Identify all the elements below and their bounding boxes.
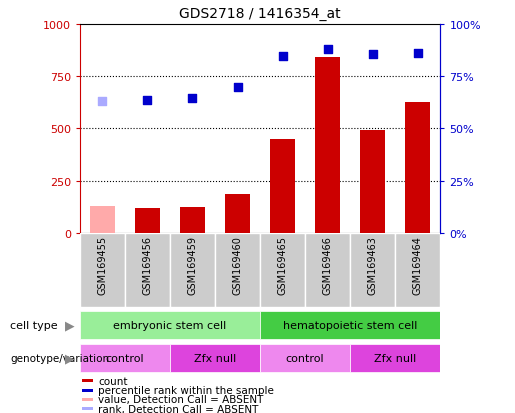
Bar [90, 206, 115, 233]
Bar [350, 344, 440, 372]
Bar [82, 389, 93, 392]
Bar [82, 379, 93, 382]
Bar [170, 344, 260, 372]
Bar [405, 103, 430, 233]
Text: control: control [106, 353, 144, 363]
Point [323, 47, 332, 53]
Bar [396, 233, 440, 308]
Point [188, 95, 197, 102]
Text: GSM169463: GSM169463 [368, 235, 377, 294]
Bar [80, 311, 260, 339]
Text: GSM169456: GSM169456 [143, 235, 152, 294]
Bar [260, 233, 305, 308]
Point [233, 84, 242, 91]
Bar [170, 233, 215, 308]
Text: GSM169464: GSM169464 [413, 235, 423, 294]
Bar [215, 233, 260, 308]
Bar [315, 58, 340, 233]
Text: count: count [98, 376, 128, 386]
Text: GSM169465: GSM169465 [278, 235, 287, 294]
Text: GSM169459: GSM169459 [187, 235, 197, 294]
Text: GSM169466: GSM169466 [323, 235, 333, 294]
Text: ▶: ▶ [65, 319, 74, 332]
Bar [80, 233, 125, 308]
Bar [360, 131, 385, 233]
Bar [270, 140, 295, 233]
Text: Zfx null: Zfx null [194, 353, 236, 363]
Bar [80, 344, 170, 372]
Bar [225, 195, 250, 233]
Point [279, 54, 287, 60]
Text: hematopoietic stem cell: hematopoietic stem cell [283, 320, 417, 330]
Title: GDS2718 / 1416354_at: GDS2718 / 1416354_at [179, 7, 341, 21]
Text: value, Detection Call = ABSENT: value, Detection Call = ABSENT [98, 394, 264, 404]
Text: percentile rank within the sample: percentile rank within the sample [98, 385, 274, 395]
Bar [82, 398, 93, 401]
Bar [82, 407, 93, 411]
Bar [305, 233, 350, 308]
Bar [125, 233, 170, 308]
Text: control: control [286, 353, 324, 363]
Text: rank, Detection Call = ABSENT: rank, Detection Call = ABSENT [98, 404, 259, 413]
Text: genotype/variation: genotype/variation [10, 353, 109, 363]
Text: Zfx null: Zfx null [374, 353, 417, 363]
Text: cell type: cell type [10, 320, 58, 330]
Bar [350, 233, 396, 308]
Bar [135, 208, 160, 233]
Bar [180, 207, 205, 233]
Text: ▶: ▶ [65, 352, 74, 365]
Text: GSM169460: GSM169460 [233, 235, 243, 294]
Point [98, 99, 107, 105]
Bar [260, 344, 350, 372]
Text: GSM169455: GSM169455 [97, 235, 107, 294]
Point [143, 97, 151, 104]
Point [414, 51, 422, 57]
Bar [260, 311, 440, 339]
Point [369, 52, 377, 58]
Text: embryonic stem cell: embryonic stem cell [113, 320, 227, 330]
